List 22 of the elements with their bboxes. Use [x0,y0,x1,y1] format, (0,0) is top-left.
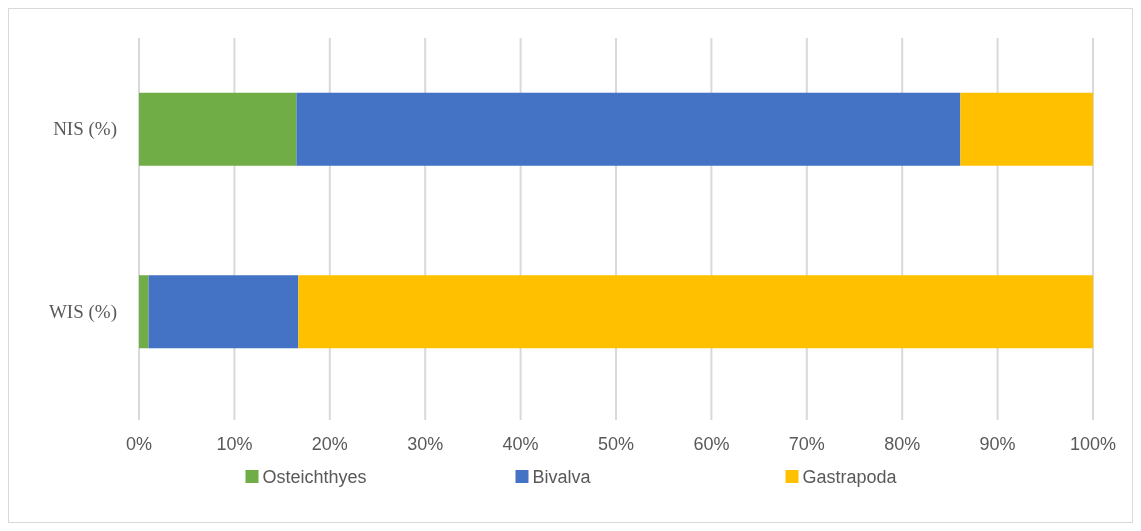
bar [298,275,1093,349]
legend-label: Bivalva [532,467,592,487]
legend-label: Osteichthyes [262,467,367,487]
x-tick-label: 70% [788,434,825,454]
x-tick-label: 80% [884,434,921,454]
bar [148,275,299,349]
y-tick-label: NIS (%) [53,118,117,141]
bar [296,92,961,166]
x-tick-label: 20% [311,434,348,454]
x-tick-label: 60% [693,434,730,454]
bar [960,92,1093,166]
x-tick-label: 40% [502,434,539,454]
x-tick-label: 100% [1069,434,1117,454]
x-tick-label: 90% [979,434,1016,454]
x-tick-label: 0% [125,434,153,454]
x-tick-label: 10% [216,434,253,454]
bar [139,275,149,349]
x-tick-label: 30% [407,434,444,454]
bar [139,92,297,166]
y-tick-label: WIS (%) [48,300,117,323]
legend-label: Gastrapoda [802,467,898,487]
x-tick-label: 50% [597,434,635,454]
